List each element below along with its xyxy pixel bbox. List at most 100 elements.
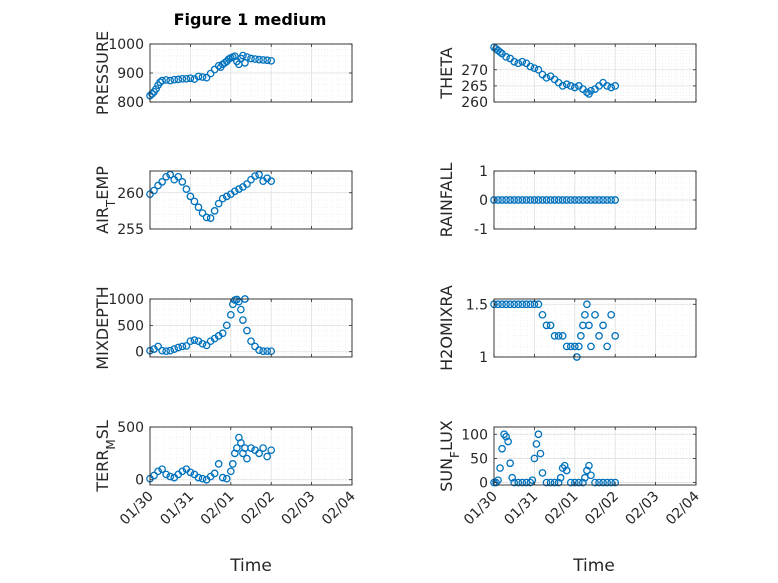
data-point — [166, 472, 175, 481]
data-point — [566, 82, 575, 90]
data-point — [558, 332, 567, 340]
data-point — [247, 337, 255, 346]
data-point — [166, 76, 175, 85]
data-point — [534, 65, 543, 74]
data-point — [496, 48, 504, 56]
data-point — [514, 196, 523, 204]
y-tick-label: 50 — [470, 451, 488, 467]
y-tick-label: 1000 — [108, 292, 144, 308]
xlabel-right: Time — [573, 556, 615, 576]
data-point — [534, 430, 543, 439]
data-point — [538, 196, 547, 204]
data-point — [534, 300, 543, 309]
data-point — [233, 295, 241, 304]
data-point — [603, 478, 611, 487]
data-point — [251, 55, 259, 63]
data-point — [546, 196, 555, 204]
data-point — [152, 85, 160, 93]
data-point — [595, 196, 603, 204]
data-point — [583, 196, 591, 204]
data-point — [178, 342, 187, 351]
y-axis-label: H2OMIXRA — [437, 285, 456, 371]
data-point — [218, 194, 227, 203]
data-point — [237, 438, 245, 447]
data-point — [259, 56, 267, 64]
data-point — [263, 56, 272, 65]
data-point — [526, 300, 535, 309]
data-point — [222, 321, 231, 330]
data-point — [218, 473, 227, 482]
data-point — [154, 467, 162, 476]
axes-box — [149, 298, 353, 358]
y-tick-label: 900 — [117, 66, 144, 82]
data-point — [218, 329, 227, 338]
y-tick-label: 270 — [461, 63, 488, 79]
x-tick-label: 01/31 — [501, 489, 541, 529]
data-point — [194, 72, 203, 81]
data-point — [494, 476, 502, 485]
data-point — [581, 310, 589, 319]
data-point — [502, 432, 510, 441]
data-point — [603, 82, 611, 90]
data-point — [566, 196, 575, 204]
data-point — [502, 300, 510, 309]
data-point — [510, 478, 519, 487]
axes-box — [493, 43, 697, 103]
data-point — [228, 300, 237, 309]
data-point — [150, 471, 158, 480]
data-point — [182, 342, 191, 350]
data-point — [198, 209, 207, 217]
data-point — [577, 332, 585, 340]
data-point — [182, 185, 191, 193]
data-point — [607, 83, 616, 92]
data-point — [174, 343, 183, 352]
data-point — [210, 207, 219, 215]
data-point — [243, 180, 251, 188]
y-axis-label: RAINFALL — [437, 163, 456, 238]
data-point — [510, 196, 519, 204]
data-point — [585, 461, 593, 470]
data-point — [514, 59, 523, 68]
data-point — [162, 470, 171, 479]
data-point — [542, 73, 551, 82]
data-point — [178, 74, 187, 83]
y-tick-label: 265 — [461, 79, 488, 95]
data-point — [206, 214, 215, 222]
data-point — [603, 196, 611, 204]
data-point — [603, 342, 611, 351]
data-point — [194, 473, 203, 482]
data-point — [579, 478, 587, 487]
data-point — [263, 347, 272, 356]
data-point — [267, 446, 276, 455]
data-point — [162, 172, 171, 181]
data-point — [194, 203, 203, 212]
data-point — [150, 186, 158, 195]
axes-box — [149, 426, 353, 486]
data-point — [198, 474, 207, 483]
data-point — [239, 51, 247, 60]
data-point — [554, 332, 563, 340]
data-point — [579, 196, 587, 204]
data-point — [506, 196, 515, 204]
data-point — [166, 346, 175, 355]
data-point — [158, 178, 166, 186]
data-point — [214, 199, 223, 208]
data-point — [570, 83, 579, 92]
data-point — [186, 468, 195, 477]
data-point — [502, 53, 510, 61]
data-point — [526, 196, 535, 204]
y-axis-label: AIRTEMP — [93, 166, 118, 234]
data-point — [530, 196, 539, 204]
data-point — [538, 310, 547, 319]
data-point — [538, 469, 547, 477]
data-point — [230, 187, 239, 196]
data-point — [558, 82, 567, 90]
data-point — [255, 346, 263, 354]
data-point — [202, 341, 211, 350]
data-point — [170, 345, 179, 353]
data-point — [186, 337, 195, 346]
data-point — [587, 471, 595, 480]
data-point — [583, 300, 591, 309]
